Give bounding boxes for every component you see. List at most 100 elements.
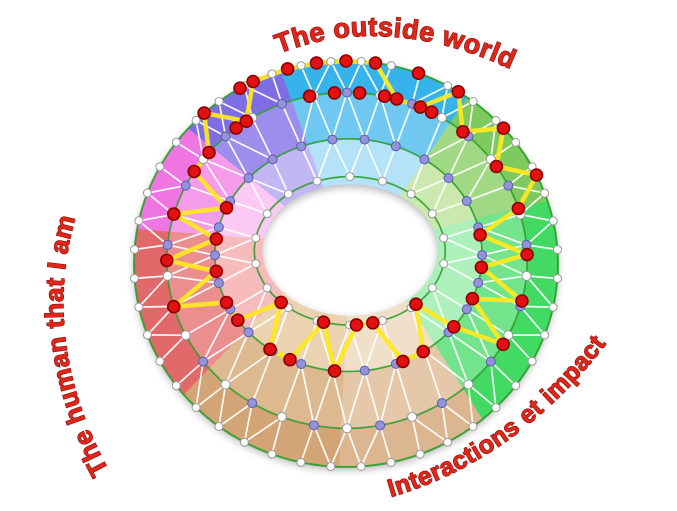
white-node-ring0 (548, 302, 558, 312)
purple-node-ring2 (473, 277, 484, 288)
mesh-line (159, 165, 187, 187)
purple-node-ring2 (210, 250, 220, 261)
red-node (160, 253, 174, 268)
purple-node-ring1 (308, 420, 319, 431)
white-node-ring3 (312, 176, 322, 186)
white-node-ring1 (436, 112, 447, 123)
mesh-line (300, 424, 315, 464)
mesh-line (467, 383, 497, 409)
purple-node-ring2 (213, 278, 224, 288)
red-node (416, 344, 431, 359)
mesh-line (346, 427, 362, 468)
mesh-line (133, 244, 169, 251)
mesh-line (218, 383, 227, 428)
white-node-ring0 (511, 381, 521, 391)
red-node (167, 207, 181, 221)
red-node (529, 168, 544, 182)
white-node-ring0 (356, 57, 366, 66)
mesh-line (442, 262, 480, 284)
mesh-line (251, 116, 274, 161)
mesh-line (346, 91, 366, 141)
mesh-line (146, 184, 187, 194)
mesh-line (316, 138, 334, 182)
red-node (280, 62, 295, 76)
red-node (274, 295, 288, 310)
mesh-line (441, 84, 449, 119)
mesh-line (431, 200, 468, 215)
red-node (465, 291, 480, 306)
mesh-line (214, 254, 257, 265)
red-node (389, 92, 404, 106)
white-node-ring0 (443, 437, 453, 447)
white-node-ring0 (155, 356, 165, 366)
red-node (219, 201, 234, 215)
white-node-ring0 (443, 81, 453, 91)
white-node-ring1 (503, 330, 514, 341)
mesh-line (195, 360, 205, 409)
mesh-line (137, 275, 169, 308)
mesh-line (465, 158, 492, 202)
mesh-line (346, 60, 363, 94)
mesh-line (224, 135, 274, 161)
red-node (209, 264, 224, 279)
mesh-line (202, 158, 250, 179)
white-node-ring0 (214, 422, 224, 431)
white-node-ring0 (191, 115, 201, 125)
white-node-ring0 (386, 457, 396, 467)
mesh-line (441, 402, 449, 444)
red-node (327, 86, 342, 100)
red-node (263, 342, 277, 357)
mesh-line (465, 184, 510, 202)
red-node (231, 313, 245, 328)
purple-node-ring2 (419, 154, 430, 165)
mesh-line (423, 135, 470, 161)
white-node-ring0 (191, 403, 201, 412)
mesh-line (313, 424, 332, 468)
mesh-line (360, 60, 381, 97)
mesh-line (300, 363, 315, 427)
red-node (167, 299, 181, 314)
mesh-line (431, 177, 450, 215)
purple-node-ring1 (342, 87, 352, 98)
purple-node-ring1 (198, 356, 209, 367)
red-node (349, 318, 364, 332)
mesh-line (379, 94, 397, 148)
white-node-ring3 (406, 189, 416, 199)
red-node (456, 125, 470, 139)
mesh-line (224, 350, 274, 386)
mesh-line (281, 103, 302, 148)
mesh-line (525, 275, 559, 280)
purple-node-ring2 (267, 154, 278, 165)
mesh-line (360, 424, 381, 468)
mesh-line (313, 94, 334, 141)
mesh-line (331, 138, 351, 178)
white-node-ring3 (427, 209, 437, 219)
mesh-line (271, 72, 283, 105)
mesh-line (214, 237, 257, 257)
mesh-line (379, 363, 397, 427)
mesh-line (218, 262, 257, 284)
mesh-line (202, 331, 250, 363)
white-node-ring3 (427, 283, 437, 293)
red-nodes (160, 54, 544, 378)
mesh-line (363, 369, 381, 427)
mesh-line (271, 306, 290, 352)
mesh-line (300, 319, 318, 365)
white-node-ring3 (251, 259, 261, 269)
mesh-line (271, 158, 290, 195)
white-node-ring1 (463, 379, 474, 390)
mesh-line (507, 334, 533, 363)
mesh-line (331, 369, 348, 430)
white-node-ring3 (345, 172, 355, 182)
mesh-line (447, 331, 492, 363)
purple-node-ring1 (180, 180, 191, 191)
white-node-ring0 (171, 381, 181, 391)
mesh-line (363, 138, 384, 182)
mesh-line (202, 308, 232, 363)
mesh-line (195, 119, 205, 161)
white-node-ring0 (142, 330, 152, 340)
mesh-line (489, 360, 517, 387)
white-node-ring0 (296, 61, 306, 71)
